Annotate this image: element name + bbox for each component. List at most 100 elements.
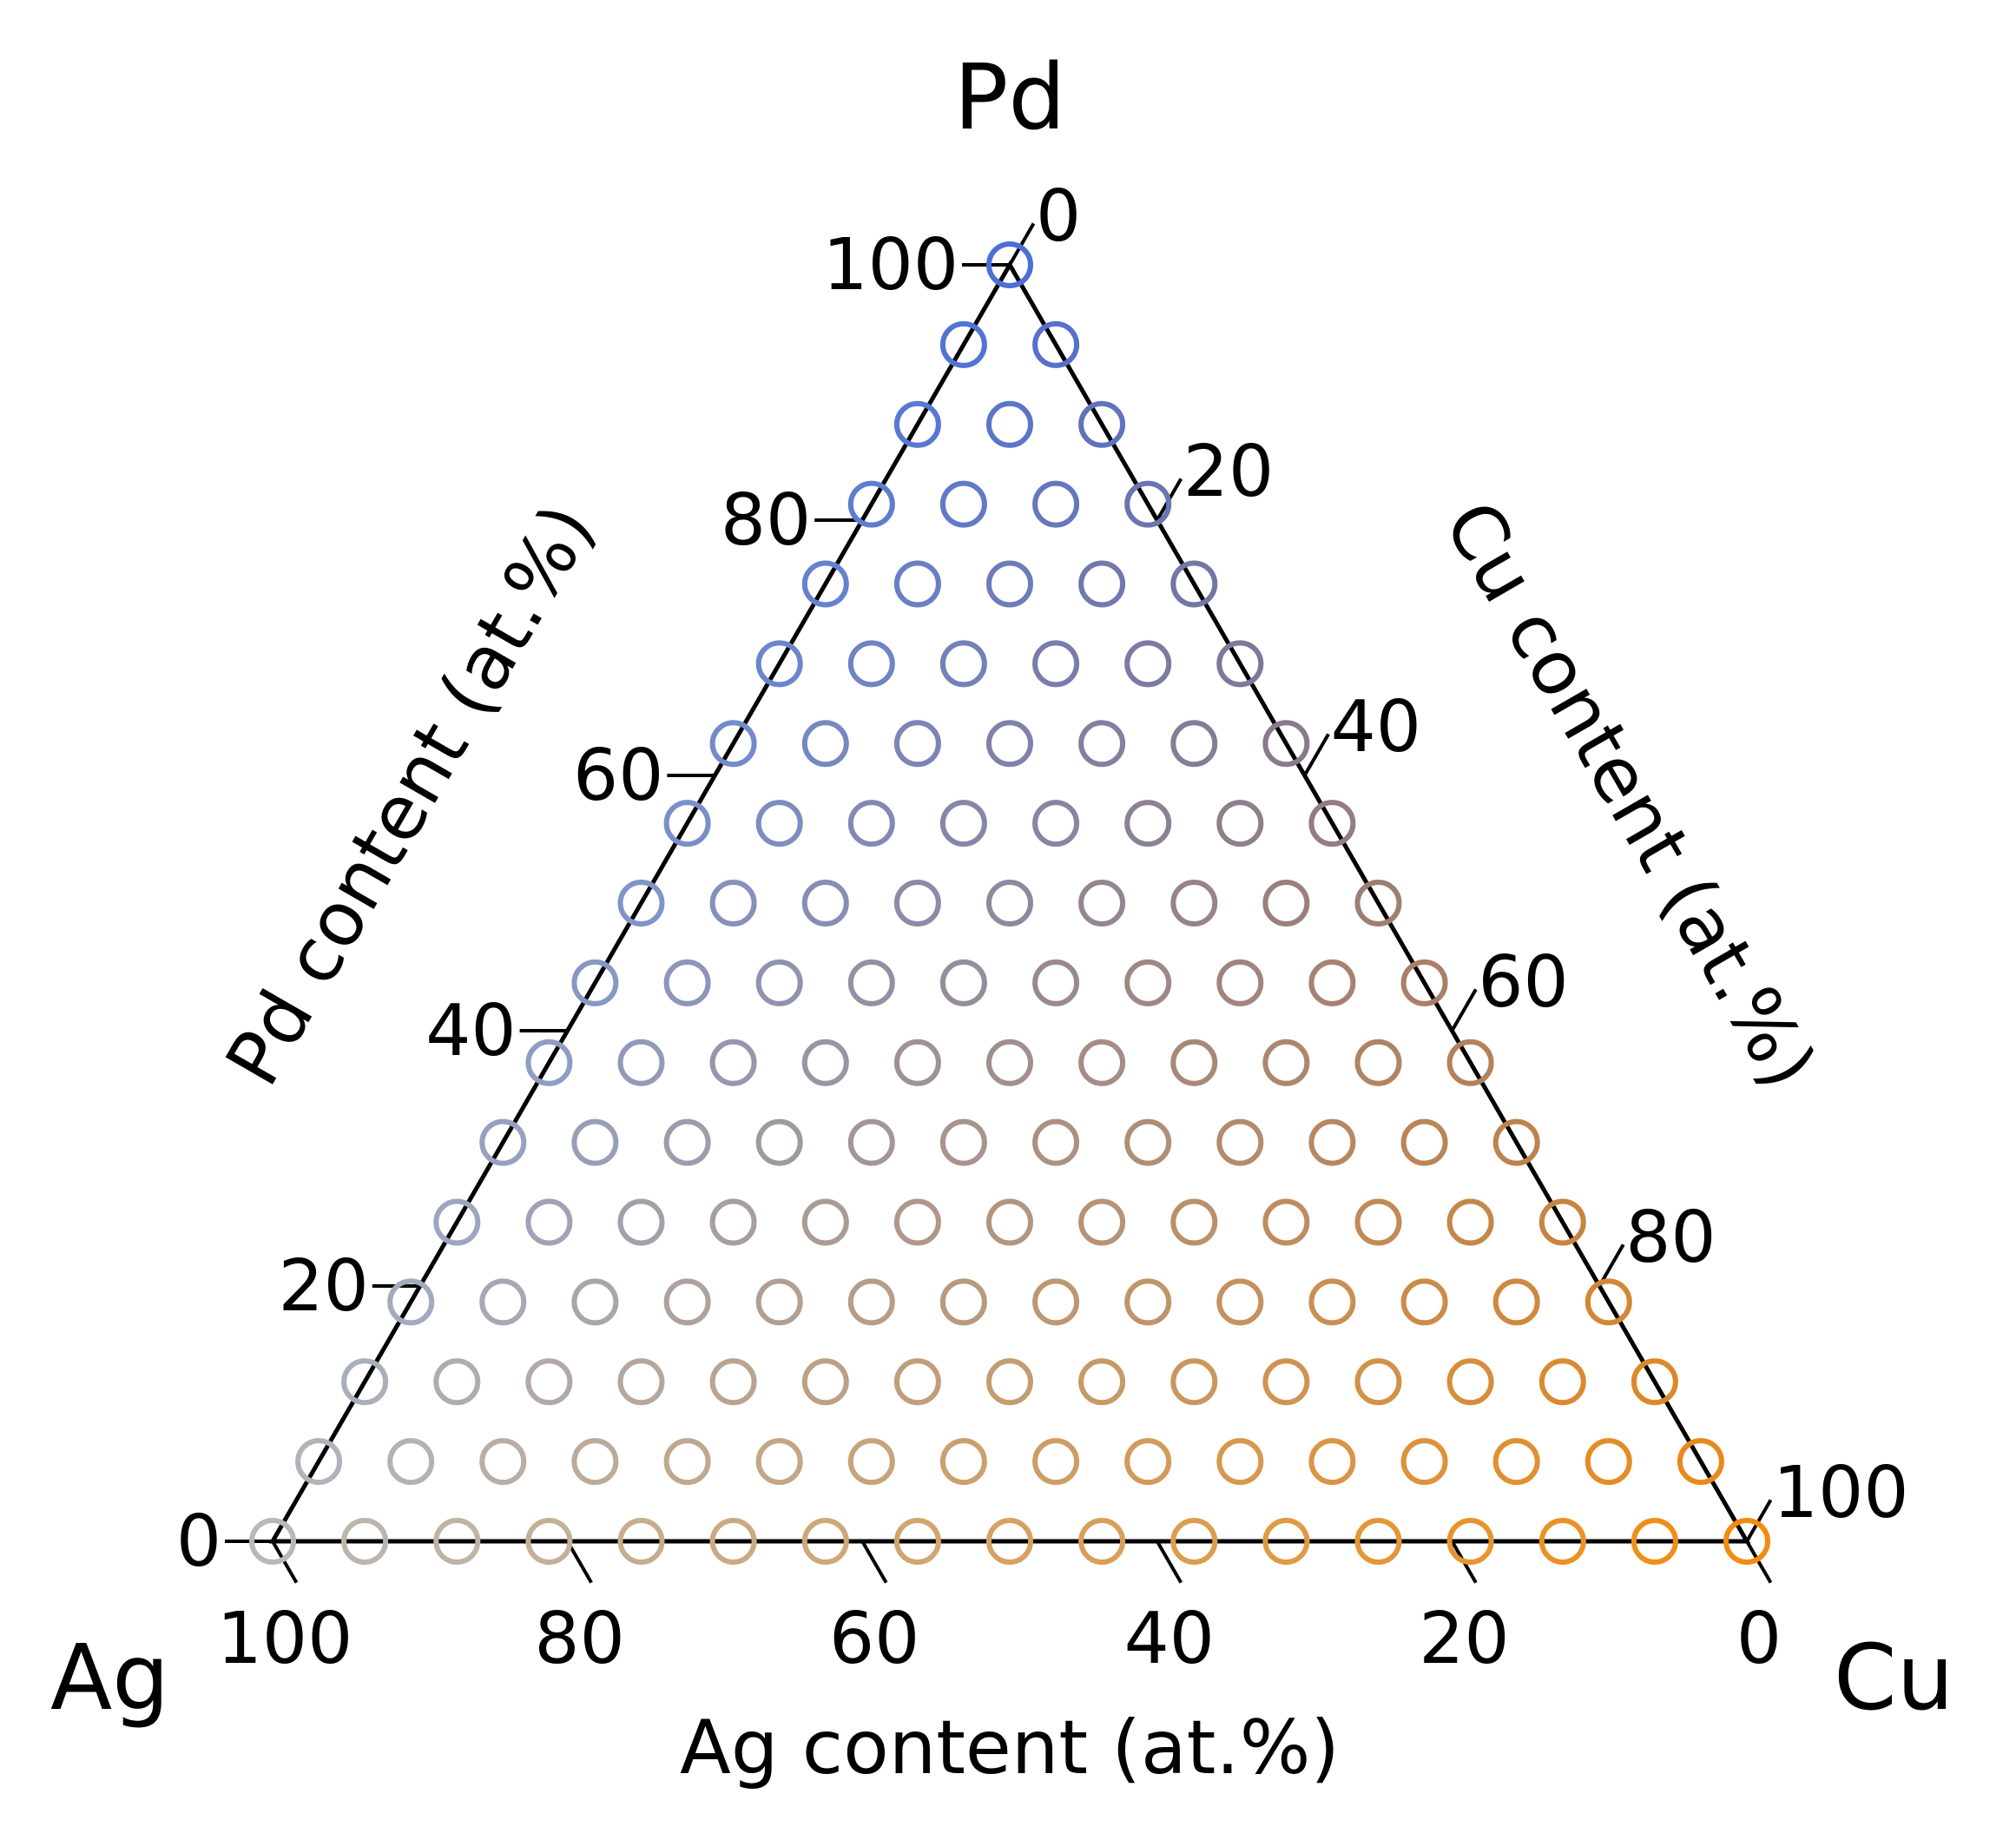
data-point [1032, 800, 1080, 847]
left-tick-label: 0 [176, 1500, 221, 1583]
data-point [1400, 1278, 1448, 1326]
right-tick-label: 20 [1183, 431, 1274, 513]
data-point [1170, 560, 1218, 608]
data-point [387, 1278, 435, 1326]
data-point [1216, 959, 1264, 1006]
data-point [939, 480, 987, 528]
bottom-tick [1156, 1540, 1183, 1584]
data-point [1492, 1118, 1540, 1166]
corner-label-cu: Cu [1834, 1625, 1954, 1731]
data-point [1032, 640, 1080, 688]
data-point [709, 1358, 757, 1406]
data-point [986, 241, 1033, 288]
data-point [1124, 1278, 1172, 1326]
data-point [755, 1438, 803, 1486]
data-point [1400, 1118, 1448, 1166]
data-point [1124, 959, 1172, 1006]
data-point [663, 1438, 711, 1486]
data-point [1216, 640, 1264, 688]
right-tick [1302, 733, 1330, 777]
data-point [1216, 1118, 1264, 1166]
data-point [801, 880, 849, 927]
data-point [709, 1039, 757, 1086]
data-point [1078, 1198, 1126, 1246]
triangle-outline [268, 261, 1751, 1544]
data-point [847, 1118, 895, 1166]
data-point [847, 800, 895, 847]
data-point [1446, 1039, 1494, 1086]
data-point [1492, 1438, 1540, 1486]
data-point [1538, 1358, 1586, 1406]
bottom-tick [1745, 1540, 1773, 1584]
data-point [847, 640, 895, 688]
data-point [939, 1118, 987, 1166]
data-point [709, 720, 757, 768]
data-point [341, 1518, 389, 1565]
data-point [617, 1039, 665, 1086]
data-point [1584, 1278, 1632, 1326]
data-point [755, 1118, 803, 1166]
data-point [1400, 1438, 1448, 1486]
left-tick-label: 40 [425, 990, 516, 1072]
data-point [1170, 1518, 1218, 1565]
data-point [1124, 1118, 1172, 1166]
bottom-tick-label: 40 [1124, 1598, 1215, 1680]
right-tick [1745, 1499, 1773, 1543]
bottom-tick-label: 100 [217, 1598, 353, 1680]
data-point [1446, 1358, 1494, 1406]
data-point [1216, 1438, 1264, 1486]
data-point [1308, 959, 1356, 1006]
left-tick-label: 20 [278, 1245, 368, 1328]
data-point [1631, 1358, 1678, 1406]
data-point [986, 880, 1033, 927]
tick-labels: 0 0 100 20 20 80 40 40 60 60 60 40 80 80 20 100 100 0 [176, 175, 1909, 1680]
data-point [1078, 400, 1126, 448]
tick-marks [225, 222, 1773, 1584]
data-point [986, 1518, 1033, 1565]
data-point [801, 1198, 849, 1246]
data-point [617, 880, 665, 927]
data-point [1124, 1438, 1172, 1486]
data-point [1446, 1518, 1494, 1565]
right-tick-label: 40 [1331, 686, 1421, 768]
data-point [1262, 1039, 1310, 1086]
right-tick-label: 80 [1625, 1197, 1716, 1279]
data-point [1354, 1039, 1402, 1086]
data-point [1538, 1518, 1586, 1565]
data-point [1078, 1039, 1126, 1086]
data-point [1170, 1358, 1218, 1406]
data-point [1032, 1118, 1080, 1166]
data-point [1170, 880, 1218, 927]
data-point [1078, 720, 1126, 768]
data-point [387, 1438, 435, 1486]
axis-title-bottom: Ag content (at.%) [680, 1705, 1340, 1791]
data-point [433, 1518, 481, 1565]
data-point [986, 560, 1033, 608]
data-point [986, 400, 1033, 448]
data-point [617, 1518, 665, 1565]
data-point [847, 959, 895, 1006]
data-point [1308, 1278, 1356, 1326]
data-point [341, 1358, 389, 1406]
bottom-tick-label: 60 [829, 1598, 919, 1680]
data-point [1677, 1438, 1724, 1486]
right-tick-label: 60 [1478, 941, 1568, 1024]
corner-label-pd: Pd [954, 44, 1066, 150]
data-point [663, 1278, 711, 1326]
data-point [986, 1039, 1033, 1086]
data-point [1354, 1358, 1402, 1406]
data-point [801, 1518, 849, 1565]
data-point [617, 1198, 665, 1246]
data-point [893, 1039, 941, 1086]
data-point [939, 1438, 987, 1486]
right-tick [1598, 1243, 1625, 1288]
left-tick-label: 100 [822, 224, 959, 307]
data-point [893, 560, 941, 608]
data-point [1308, 800, 1356, 847]
data-point [939, 800, 987, 847]
data-point [433, 1358, 481, 1406]
data-point [939, 320, 987, 368]
data-point [1078, 1518, 1126, 1565]
data-point [1032, 959, 1080, 1006]
